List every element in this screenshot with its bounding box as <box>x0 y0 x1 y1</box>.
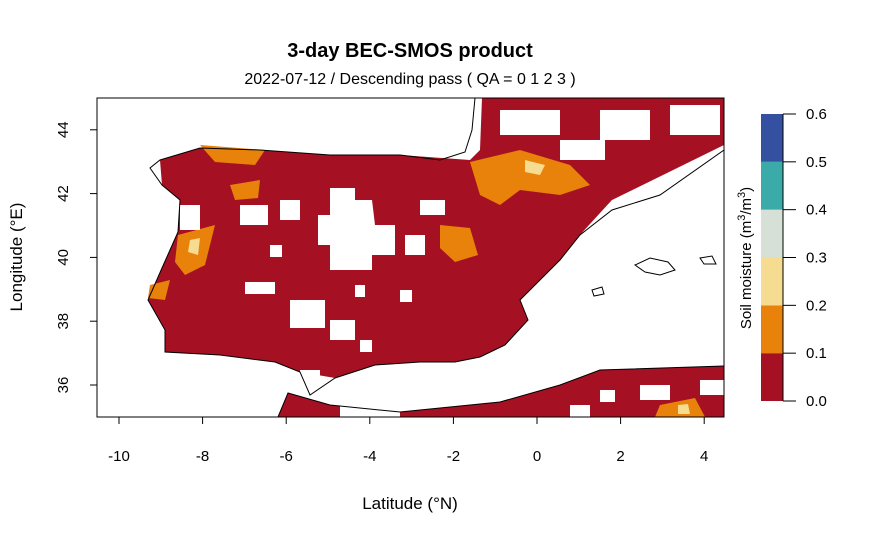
x-tick-label: -8 <box>196 448 209 465</box>
colorbar-label: Soil moisture (m3/m3) <box>736 187 755 329</box>
y-tick-label: 42 <box>55 185 72 202</box>
x-axis-label: Latitude (°N) <box>362 494 458 513</box>
x-tick-label: 0 <box>533 448 541 465</box>
y-tick-label: 36 <box>55 377 72 394</box>
coastlines <box>147 98 724 417</box>
colorbar-tick-label: 0.2 <box>806 297 827 314</box>
colorbar-tick-label: 0.4 <box>806 202 827 219</box>
x-tick-label: 2 <box>616 448 624 465</box>
x-axis: -10 -8 -6 -4 -2 0 2 4 <box>108 416 708 465</box>
colorbar-swatch <box>761 353 783 401</box>
colorbar-tick-label: 0.6 <box>806 106 827 123</box>
x-tick-label: -2 <box>447 448 460 465</box>
x-tick-label: 4 <box>700 448 708 465</box>
soil-moisture-raster <box>147 98 724 417</box>
y-axis: 36 38 40 42 44 <box>55 121 98 394</box>
x-tick-label: -4 <box>363 448 376 465</box>
no-data-holes <box>180 105 724 417</box>
y-tick-label: 38 <box>55 313 72 330</box>
colorbar-swatch <box>761 161 783 210</box>
colorbar-tick-label: 0.1 <box>806 345 827 362</box>
colorbar-swatch <box>761 209 783 258</box>
colorbar: 0.0 0.1 0.2 0.3 0.4 0.5 0.6 <box>761 106 827 410</box>
colorbar-swatch <box>761 305 783 354</box>
colorbar-swatch <box>761 114 783 162</box>
x-tick-label: -10 <box>108 448 130 465</box>
colorbar-tick-label: 0.5 <box>806 154 827 171</box>
light-patches <box>188 160 690 414</box>
y-tick-label: 40 <box>55 249 72 266</box>
colorbar-tick-label: 0.3 <box>806 250 827 267</box>
mediterranean-sea <box>300 145 724 412</box>
y-tick-label: 44 <box>55 121 72 138</box>
map-subtitle: 2022-07-12 / Descending pass ( QA = 0 1 … <box>244 71 575 88</box>
map-title: 3-day BEC-SMOS product <box>287 40 533 62</box>
y-axis-label: Longitude (°E) <box>7 203 26 312</box>
x-tick-label: -6 <box>280 448 293 465</box>
colorbar-tick-label: 0.0 <box>806 393 827 410</box>
colorbar-swatch <box>761 257 783 306</box>
africa-data <box>278 366 724 417</box>
